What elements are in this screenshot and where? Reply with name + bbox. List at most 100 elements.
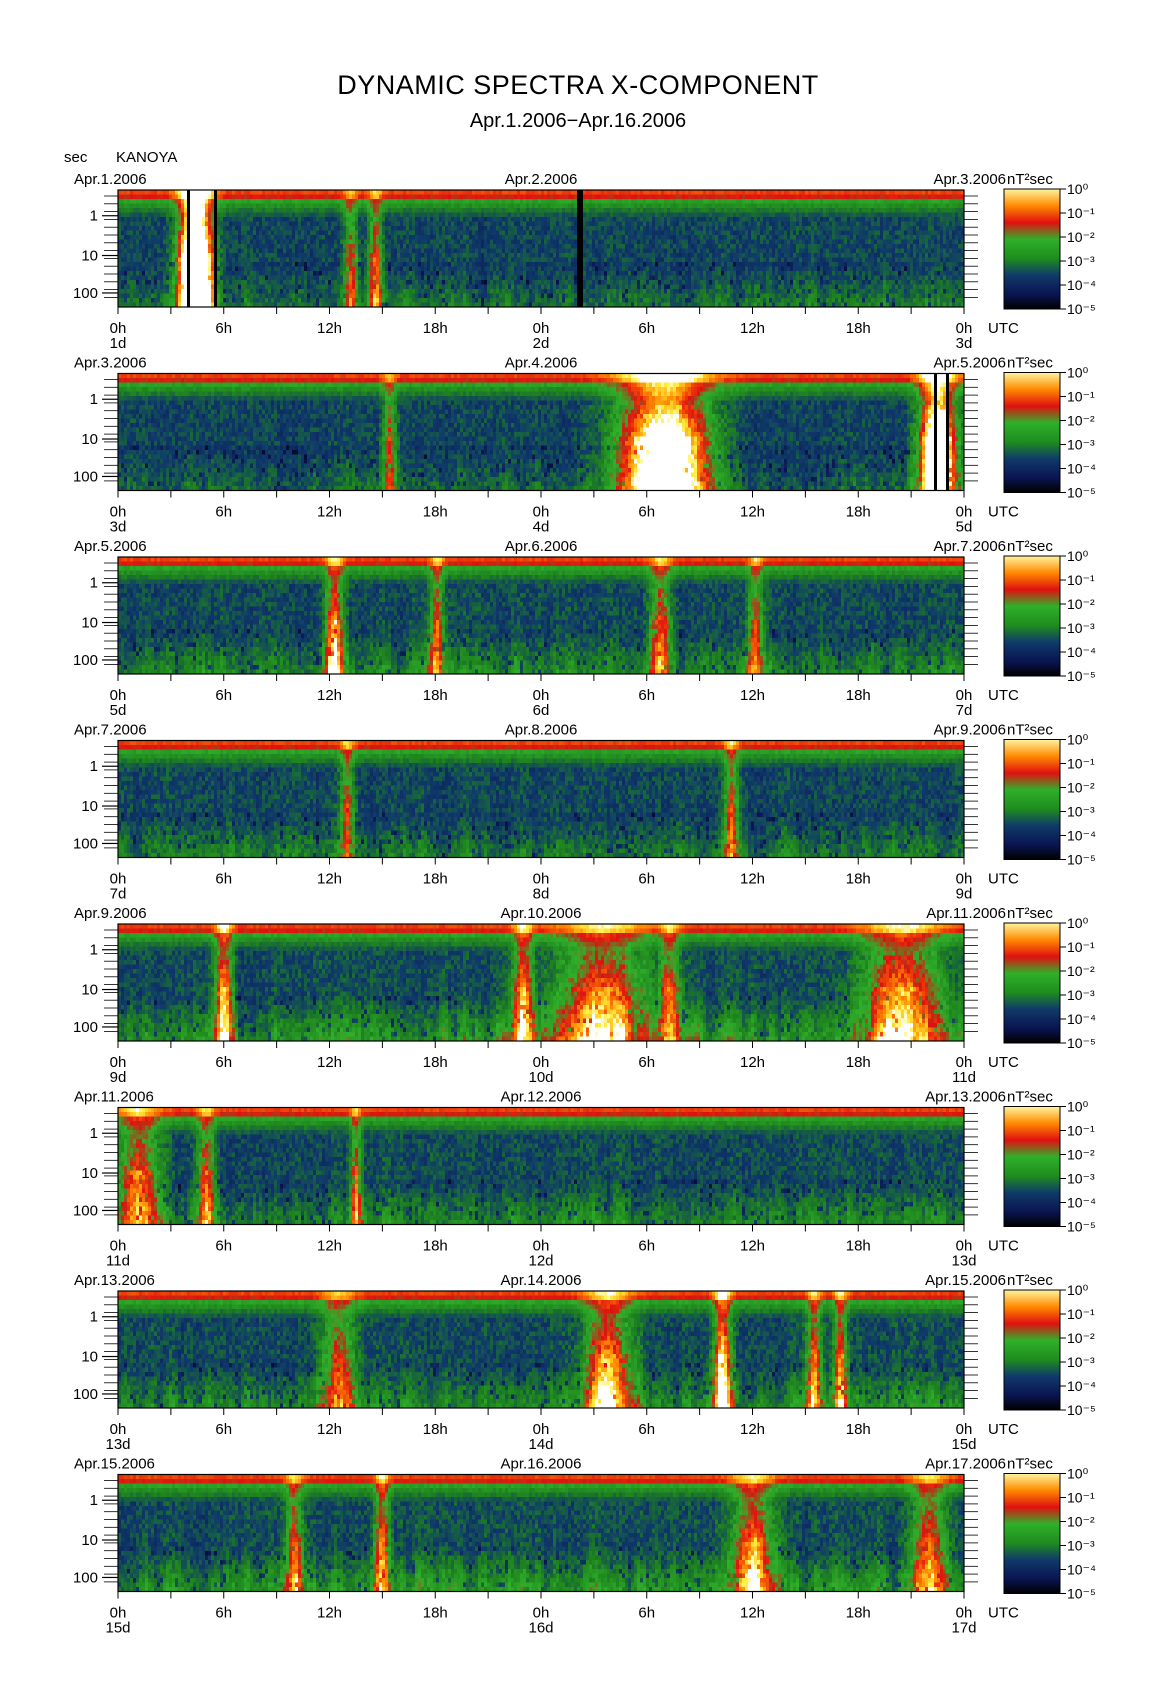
heatmap-cell	[121, 271, 124, 276]
heatmap-cell	[211, 285, 214, 290]
heatmap-cell	[193, 280, 196, 285]
heatmap-cell	[157, 235, 160, 240]
heatmap-cell	[178, 285, 181, 290]
heatmap-cell	[163, 267, 166, 272]
heatmap-cell	[145, 235, 148, 240]
heatmap-cell	[193, 199, 196, 204]
heatmap-cell	[214, 267, 217, 272]
heatmap-cell	[211, 240, 214, 245]
heatmap-cell	[262, 213, 265, 218]
heatmap-cell	[151, 280, 154, 285]
heatmap-cell	[211, 195, 214, 200]
heatmap-cell	[265, 280, 268, 285]
heatmap-cell	[196, 208, 199, 213]
heatmap-cell	[247, 258, 250, 263]
heatmap-cell	[199, 222, 202, 227]
heatmap-cell	[235, 195, 238, 200]
heatmap-cell	[127, 199, 130, 204]
heatmap-cell	[187, 199, 190, 204]
heatmap-cell	[142, 249, 145, 254]
heatmap-cell	[223, 190, 226, 195]
heatmap-cell	[145, 244, 148, 249]
heatmap-cell	[211, 298, 214, 303]
heatmap-cell	[154, 249, 157, 254]
heatmap-cell	[175, 271, 178, 276]
heatmap-cell	[139, 226, 142, 231]
heatmap-cell	[250, 222, 253, 227]
heatmap-cell	[139, 267, 142, 272]
heatmap-cell	[121, 217, 124, 222]
heatmap-cell	[223, 195, 226, 200]
heatmap-cell	[145, 280, 148, 285]
heatmap-cell	[220, 199, 223, 204]
heatmap-cell	[199, 226, 202, 231]
heatmap-cell	[130, 285, 133, 290]
heatmap-cell	[136, 276, 139, 281]
heatmap-cell	[121, 253, 124, 258]
heatmap-cell	[193, 226, 196, 231]
heatmap-cell	[184, 244, 187, 249]
heatmap-cell	[190, 231, 193, 236]
heatmap-cell	[184, 289, 187, 294]
heatmap-cell	[157, 262, 160, 267]
heatmap-cell	[151, 240, 154, 245]
heatmap-cell	[130, 267, 133, 272]
heatmap-cell	[142, 276, 145, 281]
heatmap-cell	[232, 222, 235, 227]
heatmap-cell	[241, 267, 244, 272]
heatmap-cell	[220, 226, 223, 231]
heatmap-cell	[220, 195, 223, 200]
heatmap-cell	[208, 226, 211, 231]
heatmap-cell	[121, 235, 124, 240]
heatmap-cell	[268, 222, 271, 227]
heatmap-cell	[214, 253, 217, 258]
heatmap-cell	[202, 294, 205, 299]
heatmap-cell	[244, 199, 247, 204]
heatmap-cell	[172, 231, 175, 236]
heatmap-cell	[148, 258, 151, 263]
heatmap-cell	[205, 199, 208, 204]
heatmap-cell	[124, 271, 127, 276]
heatmap-cell	[250, 213, 253, 218]
heatmap-cell	[232, 262, 235, 267]
heatmap-cell	[220, 271, 223, 276]
heatmap-cell	[196, 244, 199, 249]
heatmap-cell	[202, 199, 205, 204]
heatmap-cell	[262, 289, 265, 294]
heatmap-cell	[130, 217, 133, 222]
heatmap-cell	[208, 285, 211, 290]
heatmap-cell	[229, 249, 232, 254]
heatmap-cell	[181, 262, 184, 267]
heatmap-cell	[220, 240, 223, 245]
heatmap-cell	[175, 204, 178, 209]
heatmap-cell	[226, 208, 229, 213]
heatmap-cell	[145, 289, 148, 294]
heatmap-cell	[214, 235, 217, 240]
heatmap-cell	[157, 208, 160, 213]
heatmap-cell	[235, 199, 238, 204]
heatmap-cell	[256, 195, 259, 200]
heatmap-cell	[196, 294, 199, 299]
heatmap-cell	[208, 258, 211, 263]
heatmap-cell	[163, 208, 166, 213]
heatmap-cell	[238, 231, 241, 236]
heatmap-cell	[217, 195, 220, 200]
heatmap-cell	[181, 235, 184, 240]
heatmap-cell	[166, 294, 169, 299]
heatmap-cell	[142, 226, 145, 231]
heatmap-cell	[232, 213, 235, 218]
heatmap-cell	[202, 258, 205, 263]
heatmap-cell	[199, 271, 202, 276]
heatmap-cell	[265, 190, 268, 195]
heatmap-cell	[229, 285, 232, 290]
heatmap-cell	[223, 276, 226, 281]
heatmap-cell	[187, 285, 190, 290]
heatmap-cell	[133, 244, 136, 249]
heatmap-cell	[142, 235, 145, 240]
heatmap-cell	[238, 262, 241, 267]
heatmap-cell	[262, 258, 265, 263]
heatmap-cell	[247, 195, 250, 200]
heatmap-cell	[190, 222, 193, 227]
heatmap-cell	[235, 271, 238, 276]
